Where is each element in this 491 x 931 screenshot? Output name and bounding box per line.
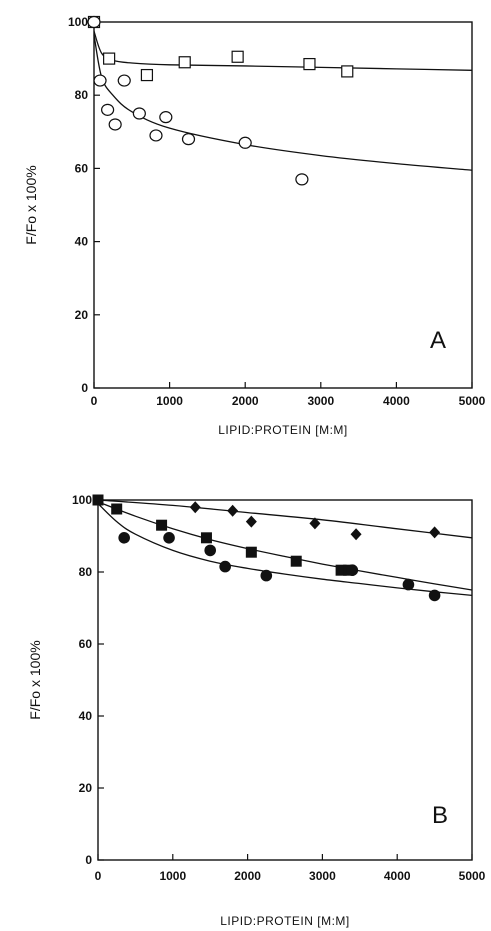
data-point-filled-circle: [204, 544, 216, 557]
y-tick-label: 80: [75, 88, 89, 102]
y-tick-label: 100: [72, 493, 92, 507]
y-tick-label: 40: [79, 709, 93, 723]
y-tick-label: 40: [75, 235, 89, 249]
fit-curve: [97, 499, 473, 539]
x-tick-label: 2000: [232, 394, 259, 408]
data-point-square: [341, 65, 354, 78]
y-tick-label: 0: [81, 381, 88, 395]
data-point-circle: [295, 173, 309, 186]
data-point-diamond: [350, 528, 362, 541]
data-point-filled-square: [111, 503, 123, 515]
data-point-diamond: [309, 517, 321, 530]
y-tick-label: 0: [85, 853, 92, 867]
data-point-circle: [159, 111, 173, 124]
data-point-filled-circle: [402, 578, 415, 591]
data-point-filled-square: [200, 532, 212, 544]
x-axis-label: LIPID:PROTEIN [M:M]: [220, 914, 350, 928]
data-point-circle: [181, 133, 196, 146]
x-tick-label: 4000: [384, 869, 411, 883]
data-point-filled-square: [335, 564, 347, 576]
x-tick-label: 3000: [309, 869, 336, 883]
data-point-filled-square: [290, 555, 302, 567]
plot-frame: [97, 499, 473, 861]
fit-curve: [97, 503, 473, 597]
fit-curve: [93, 34, 473, 171]
x-tick-label: 2000: [234, 869, 261, 883]
data-point-square: [231, 50, 244, 63]
x-tick-label: 1000: [159, 869, 186, 883]
x-tick-label: 5000: [459, 394, 486, 408]
data-point-square: [178, 56, 191, 69]
y-axis-label: F/Fo x 100%: [27, 640, 43, 719]
data-point-diamond: [245, 515, 257, 528]
fit-curve: [97, 501, 473, 591]
data-point-square: [303, 57, 316, 71]
data-point-circle: [238, 136, 252, 149]
x-tick-label: 0: [91, 394, 98, 408]
x-tick-label: 1000: [156, 394, 183, 408]
data-point-filled-square: [156, 519, 168, 531]
data-point-filled-circle: [118, 532, 130, 544]
data-point-circle: [108, 118, 122, 131]
data-point-filled-circle: [219, 560, 231, 573]
panel-letter: B: [432, 802, 448, 829]
data-point-circle: [149, 129, 163, 142]
x-tick-label: 0: [95, 869, 102, 883]
y-tick-label: 20: [75, 308, 89, 322]
x-axis-label: LIPID:PROTEIN [M:M]: [218, 423, 348, 437]
data-point-filled-circle: [163, 532, 175, 544]
data-point-filled-circle: [428, 589, 441, 602]
y-tick-label: 60: [79, 637, 93, 651]
y-tick-label: 80: [79, 565, 93, 579]
data-point-filled-square: [245, 546, 257, 558]
y-tick-label: 100: [68, 15, 88, 29]
data-point-diamond: [189, 501, 201, 514]
data-point-diamond: [429, 526, 441, 539]
data-point-circle: [101, 103, 115, 116]
data-point-circle: [117, 74, 131, 87]
y-axis-label: F/Fo x 100%: [23, 165, 39, 244]
panel-letter: A: [430, 327, 446, 354]
data-point-filled-circle: [260, 569, 273, 582]
data-point-filled-circle: [346, 564, 359, 576]
x-tick-label: 3000: [307, 394, 334, 408]
data-point-square: [103, 52, 116, 65]
data-point-filled-square: [92, 494, 104, 506]
x-tick-label: 4000: [383, 394, 410, 408]
x-tick-label: 5000: [459, 869, 486, 883]
data-point-diamond: [227, 504, 239, 517]
data-point-circle: [132, 107, 146, 120]
data-point-circle: [93, 74, 107, 87]
y-tick-label: 60: [75, 161, 89, 175]
y-tick-label: 20: [79, 781, 93, 795]
fit-curve: [93, 30, 473, 71]
data-point-square: [140, 68, 154, 82]
data-point-circle: [87, 15, 101, 29]
plot-frame: [93, 21, 473, 389]
